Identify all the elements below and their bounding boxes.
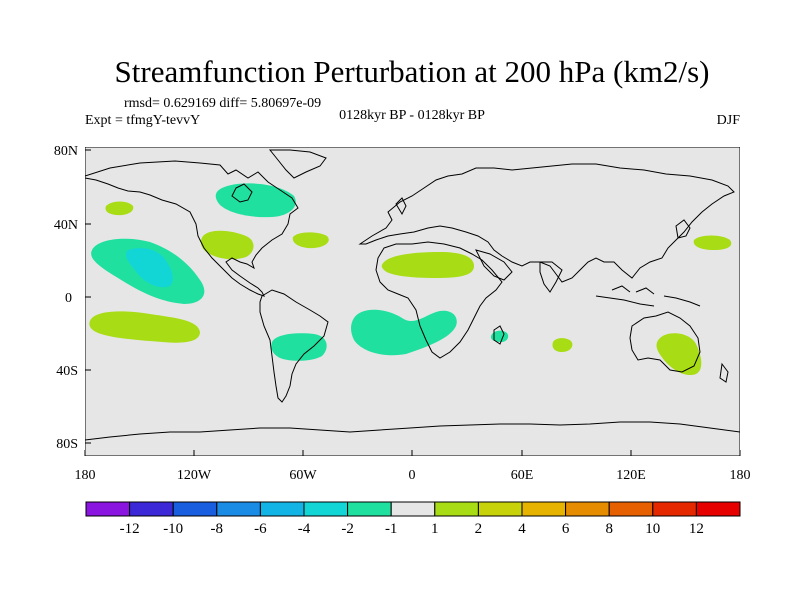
colorbar-box: [347, 501, 392, 517]
colorbar-label: -2: [341, 521, 354, 537]
coast-indonesia: [595, 285, 701, 307]
shade-gulf-positive: [200, 230, 254, 260]
colorbar-label: -8: [211, 521, 224, 537]
colorbar-box: [521, 501, 567, 517]
coast-australia: [629, 311, 701, 373]
lon-label-180w: 180: [75, 468, 96, 483]
colorbar-box: [216, 501, 261, 517]
coast-europe-asia: [358, 163, 735, 283]
colorbar-label: -1: [385, 521, 398, 537]
map-panel: [85, 147, 740, 456]
shade-west-pacific-positive: [693, 235, 732, 250]
colorbar-label: 2: [475, 521, 483, 537]
lat-label-80n: 80N: [54, 144, 78, 159]
shade-southeast-australia-positive: [656, 333, 702, 376]
colorbar-label: -12: [120, 521, 140, 537]
colorbar-label: -6: [254, 521, 267, 537]
colorbar-box: [652, 501, 697, 517]
colorbar-box: [259, 501, 305, 517]
coast-india: [539, 261, 563, 293]
lat-label-80s: 80S: [56, 437, 78, 452]
lon-label-0: 0: [409, 468, 416, 483]
shade-central-pacific-core: [125, 248, 173, 288]
lon-label-120e: 120E: [616, 468, 646, 483]
coast-new-zealand: [719, 362, 729, 383]
shade-north-america-negative: [215, 183, 296, 218]
shade-north-atlantic-positive: [292, 232, 329, 249]
colorbar-label: -10: [163, 521, 183, 537]
colorbar-label: 4: [518, 521, 526, 537]
colorbar-box: [608, 501, 654, 517]
shade-south-atlantic-negative: [351, 309, 457, 356]
lon-label-180e: 180: [730, 468, 751, 483]
colorbar-box: [695, 501, 741, 517]
shade-north-pacific-positive: [105, 201, 134, 216]
contour-shading: [89, 183, 732, 376]
colorbar-box: [129, 501, 174, 517]
colorbar-box: [477, 501, 523, 517]
coast-africa: [375, 241, 503, 359]
lon-label-60e: 60E: [511, 468, 534, 483]
colorbar-box: [434, 501, 479, 517]
coast-uk: [395, 197, 407, 216]
coast-antarctica: [85, 421, 740, 441]
coast-greenland: [268, 149, 327, 179]
colorbar-box: [565, 501, 610, 517]
map-title: Streamfunction Perturbation at 200 hPa (…: [115, 54, 710, 89]
season-label: DJF: [717, 113, 741, 128]
coastlines: [85, 149, 740, 441]
stats-label: rmsd= 0.629169 diff= 5.80697e-09: [124, 96, 321, 111]
coast-north-america: [85, 160, 299, 297]
coast-japan: [675, 219, 691, 239]
longitude-axis: 180 120W 60W 0 60E 120E 180: [75, 450, 751, 483]
colorbar-label: -4: [298, 521, 311, 537]
coast-arabia: [475, 249, 513, 281]
period-label: 0128kyr BP - 0128kyr BP: [339, 108, 485, 123]
lat-label-0: 0: [65, 291, 72, 306]
lon-label-120w: 120W: [177, 468, 212, 483]
shade-indian-ocean-positive: [552, 338, 573, 352]
colorbar-label: 10: [645, 521, 660, 537]
coast-south-america: [259, 289, 329, 403]
colorbar-box: [303, 501, 349, 517]
coast-hudson-bay: [231, 183, 253, 203]
lat-label-40n: 40N: [54, 218, 78, 233]
shade-sahara-positive: [381, 252, 474, 278]
lon-label-60w: 60W: [289, 468, 317, 483]
latitude-axis: 80N 40N 0 40S 80S: [54, 144, 91, 452]
shade-south-america-negative: [271, 333, 327, 361]
colorbar-label: 8: [605, 521, 613, 537]
colorbar-box: [390, 501, 436, 517]
experiment-label: Expt = tfmgY-tevvY: [85, 113, 200, 128]
colorbar-label: 6: [562, 521, 570, 537]
colorbar-box: [172, 501, 218, 517]
colorbar-box: [85, 501, 131, 517]
lat-label-40s: 40S: [56, 364, 78, 379]
colorbar: -12 -10 -8 -6 -4 -2 -1 1 2 4 6 8 10 12: [85, 501, 741, 537]
coast-madagascar: [493, 325, 505, 345]
colorbar-label: 12: [689, 521, 704, 537]
colorbar-label: 1: [431, 521, 439, 537]
shade-south-pacific-positive: [89, 311, 200, 343]
